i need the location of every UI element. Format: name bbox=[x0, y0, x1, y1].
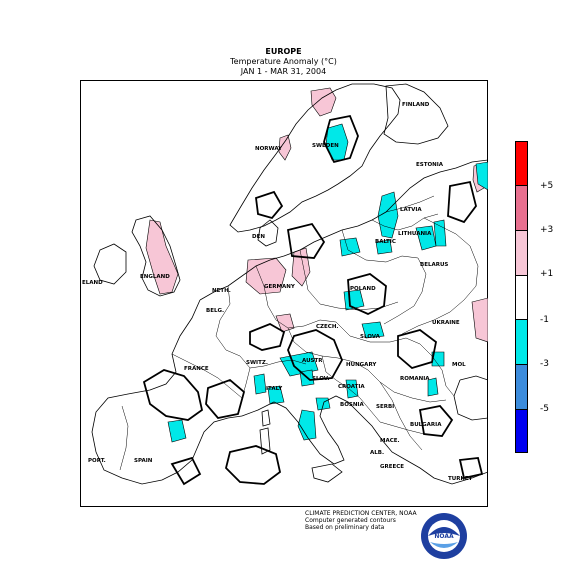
label-netherlands: NETH. bbox=[212, 288, 231, 294]
coast-finland-baltic bbox=[383, 83, 449, 145]
coast-scandinavia bbox=[229, 83, 401, 233]
label-france: FRANCE bbox=[184, 366, 209, 372]
credits-line-method: Computer generated contours bbox=[305, 517, 396, 524]
color-bar-tick-minus-3: -3 bbox=[540, 359, 549, 369]
label-italy: ITALY bbox=[266, 386, 283, 392]
label-lithuania: LITHUANIA bbox=[398, 231, 432, 237]
cold-area-romania bbox=[427, 377, 439, 397]
cold-area-poland-north bbox=[339, 237, 361, 257]
place-labels: FINLAND NORWAY SWEDEN ESTONIA LATVIA LIT… bbox=[82, 102, 473, 482]
cold-area-belarus bbox=[433, 219, 447, 247]
label-sweden: SWEDEN bbox=[312, 143, 339, 149]
label-portugal: PORT. bbox=[88, 458, 106, 464]
label-bosnia: BOSNIA bbox=[340, 402, 364, 408]
map-region-title: EUROPE bbox=[265, 47, 302, 56]
cold-area-alps-west bbox=[253, 373, 267, 395]
label-finland: FINLAND bbox=[402, 102, 430, 108]
label-slovenia: SLOV. bbox=[312, 376, 329, 382]
cold-area-finland-south bbox=[475, 161, 488, 191]
label-ireland: ELAND bbox=[82, 280, 103, 286]
cold-area-baltic-sea bbox=[377, 191, 399, 239]
coast-corsica bbox=[261, 409, 271, 427]
credits-line-source: CLIMATE PREDICTION CENTER, NOAA bbox=[305, 510, 417, 517]
coast-france-iberia bbox=[91, 299, 243, 485]
label-moldova: MOL bbox=[452, 362, 466, 368]
cold-area-northern-italy bbox=[267, 385, 285, 405]
cold-area-spain-east bbox=[167, 419, 187, 443]
color-bar-segment-minus-1-to-3 bbox=[516, 320, 527, 365]
map-period-title: JAN 1 - MAR 31, 2004 bbox=[240, 67, 327, 76]
label-slovakia: SLOVA bbox=[360, 334, 381, 340]
zero-anomaly-contours bbox=[142, 114, 484, 486]
label-estonia: ESTONIA bbox=[416, 162, 444, 168]
label-macedonia: MACE. bbox=[380, 438, 400, 444]
national-borders bbox=[119, 195, 479, 471]
color-bar-segment-below-minus-5 bbox=[516, 410, 527, 452]
label-germany: GERMANY bbox=[264, 284, 296, 290]
coast-sicily bbox=[311, 463, 343, 483]
label-serbia: SERBI bbox=[376, 404, 394, 410]
warm-area-france-east bbox=[275, 313, 295, 333]
cold-area-bosnia bbox=[345, 379, 359, 399]
color-bar-tick-plus-5: +5 bbox=[540, 181, 554, 191]
cold-anomaly-areas bbox=[167, 123, 488, 443]
label-austria: AUSTR bbox=[302, 358, 323, 364]
coast-black-sea bbox=[453, 375, 488, 421]
label-ukraine: UKRAINE bbox=[432, 320, 460, 326]
label-norway: NORWAY bbox=[255, 146, 283, 152]
coast-mediterranean-italy bbox=[241, 395, 488, 485]
credits-block: CLIMATE PREDICTION CENTER, NOAA Computer… bbox=[305, 510, 417, 531]
coast-denmark bbox=[257, 219, 279, 247]
label-spain: SPAIN bbox=[134, 458, 153, 464]
color-bar-segment-minus-3-to-5 bbox=[516, 365, 527, 410]
label-baltic: BALTIC bbox=[375, 239, 396, 245]
label-croatia: CROATIA bbox=[338, 384, 365, 390]
label-hungary: HUNGARY bbox=[346, 362, 377, 368]
label-belgium: BELG. bbox=[206, 308, 224, 314]
credits-line-data: Based on preliminary data bbox=[305, 524, 385, 531]
label-poland: POLAND bbox=[350, 286, 376, 292]
label-switzerland: SWITZ. bbox=[246, 360, 268, 366]
label-england: ENGLAND bbox=[140, 274, 170, 280]
cold-area-slovakia bbox=[361, 321, 385, 339]
color-bar-tick-minus-1: -1 bbox=[540, 315, 549, 325]
label-romania: ROMANIA bbox=[400, 376, 430, 382]
warm-area-ukraine-east bbox=[471, 297, 488, 343]
noaa-logo: NOAA bbox=[421, 513, 467, 559]
color-bar-segment-3-to-5 bbox=[516, 186, 527, 231]
label-denmark: DEN bbox=[252, 234, 265, 240]
color-bar-segment-1-to-3 bbox=[516, 231, 527, 276]
cold-area-latvia bbox=[375, 239, 393, 255]
label-belarus: BELARUS bbox=[420, 262, 448, 268]
color-bar-segment-neutral bbox=[516, 276, 527, 320]
label-albania: ALB. bbox=[370, 450, 384, 456]
cold-area-switzerland-austria bbox=[279, 351, 319, 377]
label-greece: GREECE bbox=[380, 464, 404, 470]
color-bar-segment-above-5 bbox=[516, 142, 527, 186]
temperature-anomaly-map: FINLAND NORWAY SWEDEN ESTONIA LATVIA LIT… bbox=[80, 80, 488, 507]
color-bar-tick-plus-3: +3 bbox=[540, 225, 554, 235]
color-bar-tick-plus-1: +1 bbox=[540, 269, 554, 279]
coast-british-isles bbox=[131, 215, 181, 297]
noaa-logo-text: NOAA bbox=[434, 533, 454, 540]
label-bulgaria: BULGARIA bbox=[410, 422, 442, 428]
label-czech: CZECH. bbox=[316, 324, 339, 330]
coast-ireland bbox=[93, 243, 127, 285]
coast-sardinia bbox=[259, 427, 271, 455]
map-variable-title: Temperature Anomaly (°C) bbox=[230, 57, 337, 66]
anomaly-color-bar bbox=[515, 141, 528, 453]
label-latvia: LATVIA bbox=[400, 207, 422, 213]
color-bar-tick-minus-5: -5 bbox=[540, 404, 549, 414]
label-turkey: TURKEY bbox=[448, 476, 473, 482]
warm-area-norway-north bbox=[310, 87, 337, 117]
